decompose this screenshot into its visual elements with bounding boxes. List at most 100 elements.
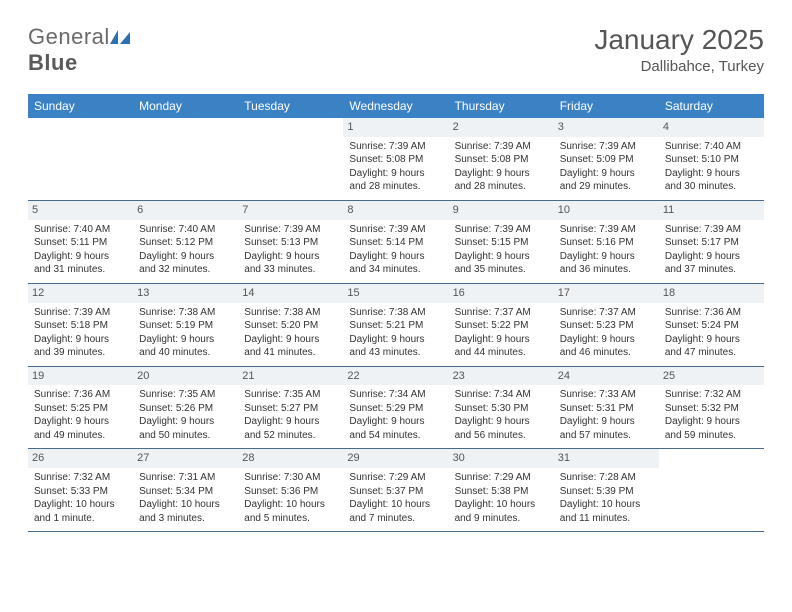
sun-info-line: Daylight: 9 hours and 39 minutes. [34, 333, 127, 360]
day-header: Friday [554, 94, 659, 118]
calendar-table: SundayMondayTuesdayWednesdayThursdayFrid… [28, 94, 764, 532]
day-number: 23 [449, 367, 554, 386]
day-number: 14 [238, 284, 343, 303]
day-number: 28 [238, 449, 343, 468]
calendar-cell: 27Sunrise: 7:31 AMSunset: 5:34 PMDayligh… [133, 449, 238, 532]
sun-info-line: Sunset: 5:11 PM [34, 236, 127, 250]
day-number: 3 [554, 118, 659, 137]
calendar-week: 12Sunrise: 7:39 AMSunset: 5:18 PMDayligh… [28, 283, 764, 366]
sun-info-line: Sunrise: 7:29 AM [455, 471, 548, 485]
sun-info-line: Sunset: 5:25 PM [34, 402, 127, 416]
sun-info-line: Sunset: 5:09 PM [560, 153, 653, 167]
sun-info-line: Daylight: 9 hours and 28 minutes. [455, 167, 548, 194]
sun-info-line: Daylight: 9 hours and 52 minutes. [244, 415, 337, 442]
sun-info-line: Daylight: 9 hours and 59 minutes. [665, 415, 758, 442]
sun-info-line: Daylight: 9 hours and 34 minutes. [349, 250, 442, 277]
calendar-cell: 4Sunrise: 7:40 AMSunset: 5:10 PMDaylight… [659, 118, 764, 200]
calendar-cell: 31Sunrise: 7:28 AMSunset: 5:39 PMDayligh… [554, 449, 659, 532]
day-header: Monday [133, 94, 238, 118]
calendar-cell: 3Sunrise: 7:39 AMSunset: 5:09 PMDaylight… [554, 118, 659, 200]
calendar-cell: 2 Sunrise: 7:39 AMSunset: 5:08 PMDaylight… [449, 118, 554, 200]
sun-info-line: Sunset: 5:14 PM [349, 236, 442, 250]
calendar-cell [238, 118, 343, 200]
day-header: Tuesday [238, 94, 343, 118]
calendar-cell: 12Sunrise: 7:39 AMSunset: 5:18 PMDayligh… [28, 283, 133, 366]
calendar-cell: 19Sunrise: 7:36 AMSunset: 5:25 PMDayligh… [28, 366, 133, 449]
sun-info-line: Daylight: 10 hours and 7 minutes. [349, 498, 442, 525]
sun-info-line: Sunrise: 7:38 AM [349, 306, 442, 320]
sun-info-line: Sunrise: 7:37 AM [455, 306, 548, 320]
sun-info-line: Sunset: 5:08 PM [455, 153, 548, 167]
sun-info-line: Sunset: 5:27 PM [244, 402, 337, 416]
sun-info-line: Daylight: 9 hours and 28 minutes. [349, 167, 442, 194]
page-header: GeneralBlue January 2025 Dallibahce, Tur… [28, 24, 764, 76]
day-number: 8 [343, 201, 448, 220]
day-number: 31 [554, 449, 659, 468]
day-number: 27 [133, 449, 238, 468]
sun-info-line: Daylight: 9 hours and 31 minutes. [34, 250, 127, 277]
day-number: 15 [343, 284, 448, 303]
sun-info-line: Sunset: 5:30 PM [455, 402, 548, 416]
title-block: January 2025 Dallibahce, Turkey [594, 24, 764, 75]
sun-info-line: Sunrise: 7:39 AM [455, 223, 548, 237]
day-header-row: SundayMondayTuesdayWednesdayThursdayFrid… [28, 94, 764, 118]
sun-info-line: Daylight: 9 hours and 41 minutes. [244, 333, 337, 360]
sun-info-line: Daylight: 10 hours and 3 minutes. [139, 498, 232, 525]
sun-info-line: Sunrise: 7:36 AM [665, 306, 758, 320]
calendar-cell: 25Sunrise: 7:32 AMSunset: 5:32 PMDayligh… [659, 366, 764, 449]
brand-part2: Blue [28, 50, 78, 75]
day-number: 22 [343, 367, 448, 386]
sun-info-line: Sunset: 5:18 PM [34, 319, 127, 333]
sun-info-line: Sunrise: 7:39 AM [455, 140, 548, 154]
day-number: 18 [659, 284, 764, 303]
sun-info-line: Sunrise: 7:38 AM [244, 306, 337, 320]
calendar-cell: 20Sunrise: 7:35 AMSunset: 5:26 PMDayligh… [133, 366, 238, 449]
calendar-cell: 30Sunrise: 7:29 AMSunset: 5:38 PMDayligh… [449, 449, 554, 532]
sun-info-line: Sunrise: 7:39 AM [560, 140, 653, 154]
sun-info-line: Sunset: 5:37 PM [349, 485, 442, 499]
day-number: 21 [238, 367, 343, 386]
calendar-cell: 15Sunrise: 7:38 AMSunset: 5:21 PMDayligh… [343, 283, 448, 366]
sun-info-line: Sunset: 5:23 PM [560, 319, 653, 333]
sun-info-line: Daylight: 9 hours and 46 minutes. [560, 333, 653, 360]
calendar-cell: 10Sunrise: 7:39 AMSunset: 5:16 PMDayligh… [554, 200, 659, 283]
day-header: Saturday [659, 94, 764, 118]
sun-info-line: Daylight: 9 hours and 57 minutes. [560, 415, 653, 442]
day-number: 25 [659, 367, 764, 386]
calendar-cell: 29 Sunrise: 7:29 AMSunset: 5:37 PMDayligh… [343, 449, 448, 532]
calendar-cell: 21Sunrise: 7:35 AMSunset: 5:27 PMDayligh… [238, 366, 343, 449]
day-number: 2 [449, 118, 554, 137]
sun-info-line: Sunset: 5:19 PM [139, 319, 232, 333]
sun-info-line: Daylight: 9 hours and 40 minutes. [139, 333, 232, 360]
sun-info-line: Sunrise: 7:32 AM [34, 471, 127, 485]
sun-info-line: Sunrise: 7:39 AM [349, 140, 442, 154]
sun-info-line: Sunset: 5:29 PM [349, 402, 442, 416]
sun-info-line: Sunrise: 7:30 AM [244, 471, 337, 485]
sun-info-line: Sunset: 5:13 PM [244, 236, 337, 250]
sun-info-line: Sunset: 5:33 PM [34, 485, 127, 499]
calendar-cell: 16Sunrise: 7:37 AMSunset: 5:22 PMDayligh… [449, 283, 554, 366]
sun-info-line: Sunset: 5:38 PM [455, 485, 548, 499]
sun-info-line: Sunset: 5:39 PM [560, 485, 653, 499]
day-number: 17 [554, 284, 659, 303]
month-title: January 2025 [594, 24, 764, 56]
sun-info-line: Sunrise: 7:29 AM [349, 471, 442, 485]
sun-info-line: Daylight: 9 hours and 33 minutes. [244, 250, 337, 277]
day-number: 11 [659, 201, 764, 220]
sun-info-line: Sunrise: 7:39 AM [349, 223, 442, 237]
sun-info-line: Daylight: 9 hours and 50 minutes. [139, 415, 232, 442]
day-header: Thursday [449, 94, 554, 118]
sun-info-line: Sunrise: 7:39 AM [560, 223, 653, 237]
calendar-cell: 13Sunrise: 7:38 AMSunset: 5:19 PMDayligh… [133, 283, 238, 366]
calendar-cell: 22Sunrise: 7:34 AMSunset: 5:29 PMDayligh… [343, 366, 448, 449]
day-header: Sunday [28, 94, 133, 118]
calendar-cell: 28Sunrise: 7:30 AMSunset: 5:36 PMDayligh… [238, 449, 343, 532]
day-number: 12 [28, 284, 133, 303]
sun-info-line: Sunrise: 7:39 AM [665, 223, 758, 237]
sun-info-line: Sunrise: 7:34 AM [349, 388, 442, 402]
sun-info-line: Daylight: 9 hours and 44 minutes. [455, 333, 548, 360]
calendar-head: SundayMondayTuesdayWednesdayThursdayFrid… [28, 94, 764, 118]
logo-sail-icon [110, 30, 130, 44]
calendar-cell: 26Sunrise: 7:32 AMSunset: 5:33 PMDayligh… [28, 449, 133, 532]
day-number: 29 [343, 449, 448, 468]
